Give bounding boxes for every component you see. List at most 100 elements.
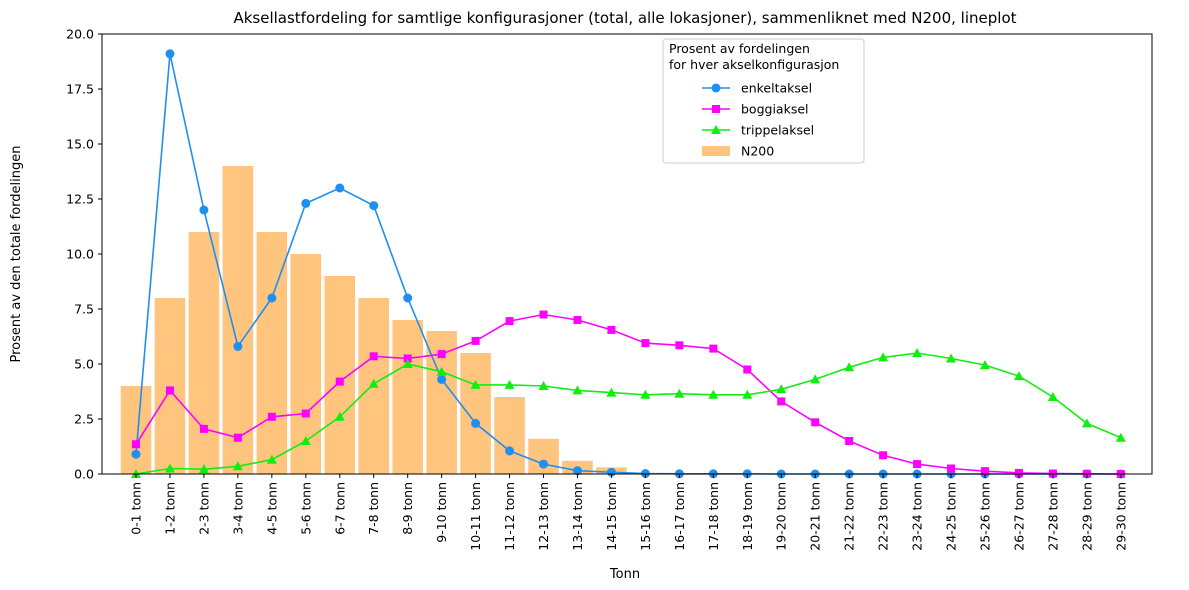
legend-label-trippelaksel: trippelaksel [741,123,814,138]
legend-title: Prosent av fordelingen [669,41,810,56]
x-tick-label: 13-14 tonn [570,482,585,551]
y-tick-label: 0.0 [74,467,94,482]
point-enkeltaksel [301,198,311,208]
point-boggiaksel [437,350,446,359]
legend-marker-trippelaksel [711,125,721,134]
y-tick-label: 10.0 [66,247,94,262]
x-tick-label: 25-26 tonn [978,482,993,551]
point-enkeltaksel [437,374,447,384]
x-tick-label: 26-27 tonn [1011,482,1026,551]
point-trippelaksel [266,454,277,464]
point-boggiaksel [641,339,650,348]
legend-item-enkeltaksel: enkeltaksel [702,81,812,96]
legend-label-enkeltaksel: enkeltaksel [741,81,812,96]
y-tick-label: 20.0 [66,27,94,42]
bar-6-7-tonn [324,276,356,474]
point-trippelaksel [1115,432,1126,442]
point-enkeltaksel [335,183,345,193]
point-enkeltaksel [572,466,582,476]
y-tick-label: 2.5 [74,412,94,427]
point-trippelaksel [674,388,685,398]
point-boggiaksel [369,352,378,361]
point-enkeltaksel [233,341,243,351]
point-trippelaksel [776,384,787,394]
point-trippelaksel [334,411,345,421]
point-enkeltaksel [505,446,515,456]
x-tick-label: 12-13 tonn [536,482,551,551]
y-axis-label: Prosent av den totale fordelingen [9,146,24,363]
x-tick-label: 10-11 tonn [468,482,483,551]
bar-2-3-tonn [188,232,220,474]
point-trippelaksel [912,348,923,357]
point-trippelaksel [402,359,413,368]
point-boggiaksel [811,418,820,427]
x-tick-label: 27-28 tonn [1045,482,1060,551]
bar-12-13-tonn [528,438,559,474]
chart-title: Aksellastfordeling for samtlige konfigur… [233,9,1016,27]
point-enkeltaksel [471,418,481,428]
point-trippelaksel [436,366,447,376]
x-tick-label: 2-3 tonn [196,482,211,535]
x-tick-label: 9-10 tonn [434,482,449,543]
point-boggiaksel [607,325,616,334]
x-tick-label: 15-16 tonn [638,482,653,551]
point-enkeltaksel [165,49,175,59]
x-tick-label: 7-8 tonn [366,482,381,535]
y-tick-label: 12.5 [66,192,94,207]
x-tick-label: 23-24 tonn [910,482,925,551]
x-tick-label: 0-1 tonn [129,482,144,535]
y-tick-label: 17.5 [66,82,94,97]
point-boggiaksel [505,317,514,326]
x-tick-label: 8-9 tonn [400,482,415,535]
x-tick-label: 14-15 tonn [604,482,619,551]
y-tick-label: 15.0 [66,137,94,152]
bar-1-2-tonn [154,298,186,474]
bar-series-n200 [120,166,627,474]
point-boggiaksel [743,365,752,374]
point-trippelaksel [708,389,719,399]
x-tick-label: 20-21 tonn [808,482,823,551]
point-boggiaksel [879,451,888,460]
point-enkeltaksel [403,293,413,303]
point-trippelaksel [164,463,175,473]
legend-item-trippelaksel: trippelaksel [702,123,814,138]
x-tick-label: 22-23 tonn [876,482,891,551]
point-boggiaksel [913,460,922,469]
x-tick-label: 6-7 tonn [332,482,347,535]
point-boggiaksel [165,386,174,395]
point-trippelaksel [504,379,515,389]
x-tick-label: 11-12 tonn [502,482,517,551]
legend-marker-enkeltaksel [711,83,721,93]
point-boggiaksel [403,354,412,363]
point-boggiaksel [947,464,956,473]
x-axis: 0-1 tonn 1-2 tonn 2-3 tonn 3-4 tonn 4-5 tonn… [129,474,1128,551]
x-tick-label: 19-20 tonn [774,482,789,551]
point-boggiaksel [981,467,989,476]
legend-marker-boggiaksel [712,105,720,113]
legend-item-N200: N200 [702,144,774,159]
legend-patch-N200 [702,146,730,156]
point-trippelaksel [538,381,549,390]
point-enkeltaksel [131,449,141,459]
point-trippelaksel [878,352,889,362]
x-tick-label: 29-30 tonn [1113,482,1128,551]
bar-0-1-tonn [120,386,152,474]
y-tick-label: 5.0 [74,357,94,372]
y-tick-label: 7.5 [74,302,94,317]
point-boggiaksel [233,433,242,442]
point-boggiaksel [675,341,684,350]
x-axis-label: Tonn [609,567,640,582]
x-tick-label: 16-17 tonn [672,482,687,551]
x-tick-label: 3-4 tonn [230,482,245,535]
point-trippelaksel [640,389,651,399]
y-axis: 0.0 2.5 5.0 7.5 10.0 12.5 15.0 17.5 20.0 [66,27,102,482]
point-trippelaksel [1013,371,1024,381]
point-enkeltaksel [199,205,209,215]
x-tick-label: 1-2 tonn [162,482,177,535]
legend-label-boggiaksel: boggiaksel [741,102,809,117]
point-trippelaksel [810,374,821,384]
point-enkeltaksel [539,459,549,469]
point-trippelaksel [980,360,990,370]
x-tick-label: 17-18 tonn [706,482,721,551]
